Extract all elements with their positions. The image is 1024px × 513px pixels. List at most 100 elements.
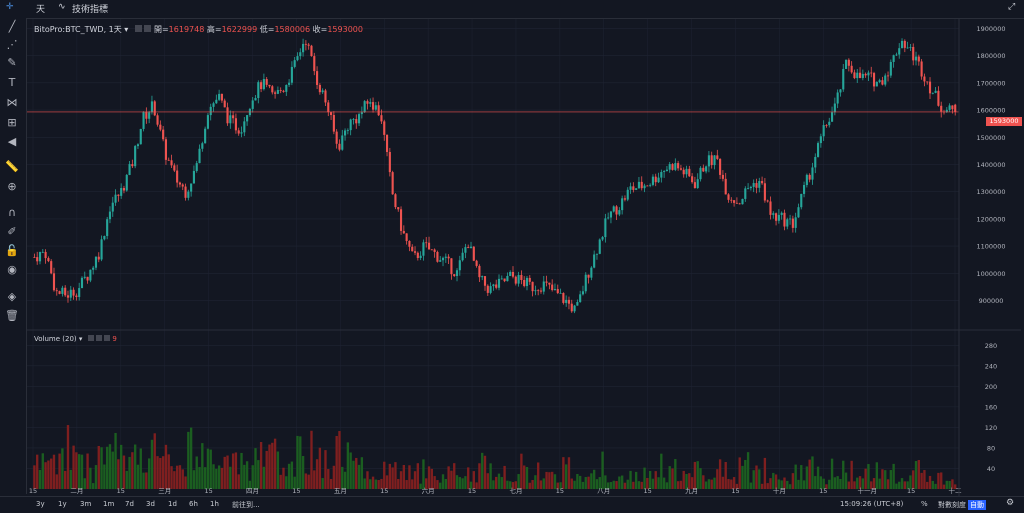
- log-scale-toggle[interactable]: 對數刻度: [938, 501, 966, 509]
- candle-body: [864, 73, 867, 76]
- measure-icon[interactable]: ⊞: [7, 116, 17, 129]
- range-1d[interactable]: 1d: [168, 500, 177, 508]
- candle-body: [635, 188, 638, 190]
- volume-bar: [111, 451, 114, 489]
- range-3m[interactable]: 3m: [80, 500, 92, 508]
- volume-bar: [836, 476, 839, 489]
- pattern-icon[interactable]: ⋈: [6, 96, 18, 109]
- candle-body: [719, 158, 722, 175]
- candle-body: [609, 211, 613, 218]
- x-tick-label: 15: [731, 487, 739, 495]
- volume-bar: [811, 456, 814, 489]
- candle-body: [693, 182, 696, 189]
- x-tick-label: 15: [644, 487, 652, 495]
- range-3y[interactable]: 3y: [36, 500, 45, 508]
- volume-bar: [713, 477, 716, 489]
- candle-body: [153, 101, 156, 116]
- candle-body: [646, 185, 649, 187]
- percent-toggle[interactable]: %: [921, 500, 928, 508]
- zoom-icon[interactable]: ⊕: [7, 180, 17, 193]
- goto-date-button[interactable]: 前往到...: [232, 501, 260, 509]
- volume-bar: [161, 456, 165, 489]
- volume-settings-icon[interactable]: [87, 335, 94, 341]
- interval-selector[interactable]: 天: [36, 5, 46, 15]
- range-1h[interactable]: 1h: [210, 500, 219, 508]
- lock-draw-icon[interactable]: ✐: [7, 225, 17, 238]
- volume-bar: [926, 481, 929, 489]
- auto-scale-toggle[interactable]: 自動: [968, 500, 986, 510]
- candle-body: [481, 276, 484, 278]
- volume-bar: [623, 482, 627, 489]
- volume-label[interactable]: Volume (20): [34, 335, 77, 343]
- volume-hide-icon[interactable]: [95, 335, 102, 341]
- volume-bar: [570, 478, 573, 489]
- volume-bar: [357, 464, 361, 489]
- volume-bar: [327, 469, 330, 489]
- volume-bar: [36, 454, 39, 489]
- candle-body: [276, 90, 279, 94]
- candle-body: [357, 114, 361, 124]
- volume-bar: [928, 475, 932, 489]
- volume-bar: [556, 482, 559, 489]
- volume-bar: [942, 484, 946, 489]
- volume-bar: [746, 452, 750, 489]
- volume-bar: [307, 474, 310, 489]
- candle-body: [237, 130, 240, 134]
- indicators-button[interactable]: 技術指標: [72, 5, 109, 15]
- candle-body: [391, 172, 394, 195]
- indicators-icon[interactable]: ∿: [58, 2, 66, 12]
- volume-close-icon[interactable]: [104, 335, 111, 341]
- volume-bar: [830, 458, 834, 489]
- gear-icon[interactable]: ⚙: [1006, 498, 1015, 508]
- candle-body: [108, 211, 112, 220]
- trash-icon[interactable]: 🗑: [5, 309, 19, 322]
- range-1y[interactable]: 1y: [58, 500, 67, 508]
- candle-body: [632, 186, 635, 190]
- candle-body: [803, 185, 806, 194]
- fib-icon[interactable]: ⋰: [6, 38, 18, 51]
- eye-icon[interactable]: ◉: [7, 263, 17, 276]
- crosshair-icon[interactable]: ✛: [6, 2, 14, 12]
- fullscreen-icon[interactable]: ⤢: [1008, 2, 1016, 12]
- range-6h[interactable]: 6h: [189, 500, 198, 508]
- candle-body: [749, 186, 752, 189]
- candle-body: [520, 274, 523, 281]
- layers-icon[interactable]: ◈: [7, 290, 17, 303]
- candle-body: [170, 160, 173, 166]
- range-3d[interactable]: 3d: [146, 500, 155, 508]
- candle-body: [758, 181, 761, 188]
- low-value: 1580006: [274, 25, 311, 34]
- volume-bar: [500, 477, 503, 489]
- candle-body: [593, 254, 596, 268]
- range-7d[interactable]: 7d: [125, 500, 134, 508]
- legend-close-icon[interactable]: [144, 25, 152, 32]
- volume-bar: [895, 483, 898, 489]
- price-chart[interactable]: 900000 1000000 1100000 1200000 1300000 140000…: [27, 19, 1021, 496]
- brush-icon[interactable]: ✎: [7, 56, 17, 69]
- volume-bar: [203, 467, 207, 489]
- candle-body: [229, 115, 232, 124]
- candle-body: [142, 111, 145, 129]
- candle-body: [419, 255, 422, 259]
- range-1m[interactable]: 1m: [103, 500, 115, 508]
- legend-settings-icon[interactable]: [134, 25, 142, 32]
- candle-body: [486, 285, 489, 293]
- volume-bar: [223, 456, 226, 489]
- legend-symbol[interactable]: BitoPro:BTC_TWD, 1天: [34, 25, 122, 34]
- volume-bar: [145, 472, 148, 489]
- volume-bar: [884, 470, 887, 489]
- magnet-icon[interactable]: ∩: [7, 206, 17, 219]
- text-icon[interactable]: T: [8, 76, 16, 89]
- arrow-icon[interactable]: ◀: [7, 135, 17, 148]
- candle-body: [145, 111, 148, 119]
- trend-line-icon[interactable]: ╱: [8, 20, 16, 33]
- volume-bar: [567, 457, 571, 489]
- y-tick-label: 1600000: [977, 107, 1006, 115]
- last-price-badge: 1593000: [986, 117, 1022, 126]
- volume-bar: [399, 471, 403, 489]
- lock-icon[interactable]: 🔓: [5, 244, 19, 257]
- ruler-icon[interactable]: 📏: [5, 160, 19, 173]
- candle-body: [394, 194, 397, 208]
- volume-bar: [150, 439, 154, 489]
- volume-bar: [520, 453, 523, 489]
